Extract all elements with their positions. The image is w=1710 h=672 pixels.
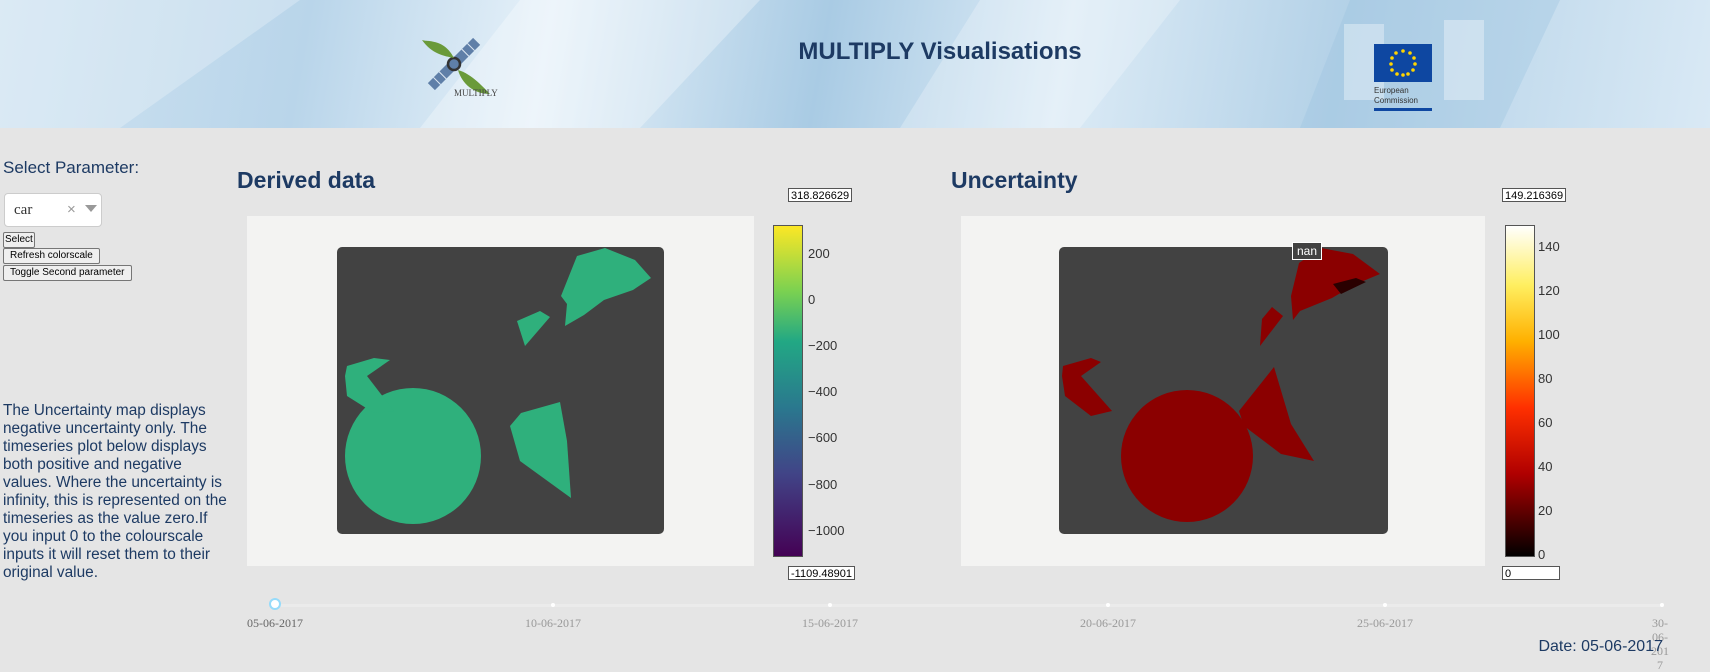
multiply-logo-text: MULTIPLY [454, 88, 498, 98]
uncertainty-colorbar-tick: 20 [1538, 503, 1553, 518]
derived-data-title: Derived data [237, 167, 376, 193]
derived-data-plot[interactable] [247, 216, 754, 566]
chevron-down-icon[interactable] [85, 205, 97, 212]
slider-dot[interactable] [1383, 603, 1387, 607]
refresh-colorscale-button[interactable]: Refresh colorscale [3, 248, 100, 264]
dropdown-selected-value: car [14, 202, 33, 218]
slider-mark-label[interactable]: 25-06-2017 [1357, 616, 1413, 630]
derived-colorbar-tick: 200 [808, 246, 830, 261]
multiply-logo: MULTIPLY [414, 24, 510, 104]
slider-dot[interactable] [551, 603, 555, 607]
hover-tooltip: nan [1292, 242, 1323, 260]
parameter-dropdown[interactable]: car × [4, 193, 102, 227]
slider-dot[interactable] [1106, 603, 1110, 607]
uncertainty-title: Uncertainty [951, 167, 1078, 193]
uncertainty-colorbar-tick: 120 [1538, 283, 1560, 298]
derived-colorbar-tick: −200 [808, 338, 838, 353]
derived-colorbar-tick: −800 [808, 477, 838, 492]
clear-icon[interactable]: × [67, 201, 76, 218]
slider-mark-label[interactable]: 10-06-2017 [525, 616, 581, 630]
slider-mark-label[interactable]: 30-06-2017 [1651, 616, 1669, 672]
page-title: MULTIPLY Visualisations [798, 38, 1082, 65]
select-button[interactable]: Select [3, 232, 35, 248]
slider-mark-label[interactable]: 05-06-2017 [247, 616, 303, 630]
uncertainty-colorscale-min-input[interactable]: 0 [1502, 566, 1560, 580]
derived-colorscale-min-input[interactable]: -1109.48901 [788, 566, 855, 580]
derived-colorscale-max-input[interactable]: 318.826629 [788, 188, 853, 202]
slider-dot[interactable] [1660, 603, 1664, 607]
header-banner: MULTIPLY MULTIPLY Visualisations Europea… [0, 0, 1710, 128]
uncertainty-colorbar-tick: 80 [1538, 371, 1553, 386]
uncertainty-colorbar [1505, 225, 1535, 557]
derived-colorbar-tick: −600 [808, 430, 838, 445]
uncertainty-colorbar-tick: 140 [1538, 239, 1560, 254]
uncertainty-colorbar-tick: 0 [1538, 547, 1546, 562]
sidebar: Select Parameter: car × Select Refresh c… [0, 128, 232, 669]
toggle-second-parameter-button[interactable]: Toggle Second parameter [3, 265, 132, 281]
slider-mark-label[interactable]: 20-06-2017 [1080, 616, 1136, 630]
current-date-label: Date: 05-06-2017 [1538, 638, 1663, 655]
uncertainty-map [1059, 247, 1388, 534]
uncertainty-colorbar-tick: 40 [1538, 459, 1553, 474]
european-commission-text: European Commission [1374, 86, 1419, 105]
info-text: The Uncertainty map displays negative un… [3, 402, 227, 581]
slider-dot[interactable] [828, 603, 832, 607]
derived-data-map [337, 247, 664, 534]
european-commission-logo: European Commission [1344, 16, 1484, 114]
hover-tooltip-text: nan [1297, 244, 1318, 258]
uncertainty-colorscale-max-input[interactable]: 149.216369 [1502, 188, 1567, 202]
select-parameter-label: Select Parameter: [3, 158, 140, 177]
date-slider-handle[interactable] [269, 598, 281, 610]
slider-mark-label[interactable]: 15-06-2017 [802, 616, 858, 630]
derived-colorbar-tick: −1000 [808, 523, 845, 538]
uncertainty-plot[interactable]: nan [961, 216, 1485, 566]
uncertainty-colorbar-tick: 60 [1538, 415, 1553, 430]
derived-colorbar [773, 225, 803, 557]
derived-colorbar-tick: 0 [808, 292, 816, 307]
derived-colorbar-tick: −400 [808, 384, 838, 399]
date-slider-track[interactable] [276, 604, 1662, 607]
uncertainty-colorbar-tick: 100 [1538, 327, 1560, 342]
